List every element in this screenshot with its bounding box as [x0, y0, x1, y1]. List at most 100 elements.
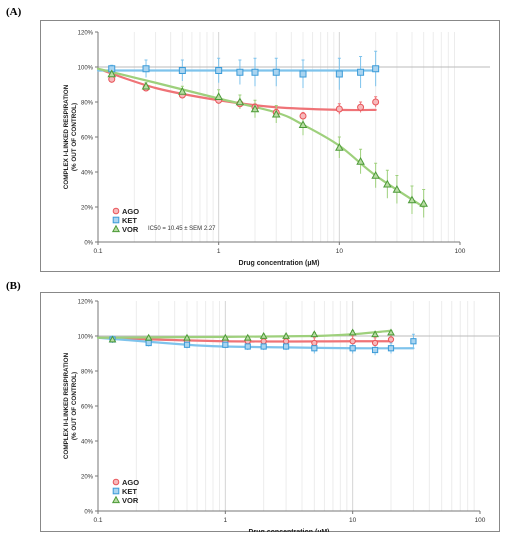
x-tick-label: 0.1: [93, 517, 102, 524]
chart-b: 0% 20% 40% 60% 80% 100% 120% 0.1 1 10 100 Drug conc…: [40, 292, 500, 532]
legend-label-vor: VOR: [122, 225, 139, 234]
point-ket: [260, 343, 267, 350]
legend-label-ago: AGO: [122, 478, 139, 487]
point-ago: [349, 338, 356, 345]
y-tick-label: 40%: [81, 440, 94, 446]
point-vor: [407, 195, 417, 204]
point-ket: [244, 343, 251, 350]
point-vor: [243, 333, 252, 341]
point-ago: [299, 112, 307, 120]
point-vor: [221, 333, 230, 341]
y-axis-label: COMPLEX I-LINKED RESPIRATION (% OUT OF CO…: [63, 84, 78, 189]
point-ago: [260, 338, 267, 345]
x-tick-label: 100: [475, 517, 486, 524]
y-tick-label: 80%: [81, 370, 94, 376]
point-vor: [348, 328, 357, 336]
point-ket: [410, 338, 417, 345]
point-ket: [272, 68, 280, 76]
point-vor: [310, 330, 319, 338]
chart-a: 0% 20% 40% 60% 80% 100% 120% 0.1 1 10 100 Drug conc…: [40, 20, 500, 272]
point-ago: [371, 339, 379, 347]
x-tick-label: 0.1: [93, 248, 102, 255]
point-ago: [372, 98, 380, 106]
point-ket: [387, 345, 395, 352]
y-tick-label: 100%: [78, 335, 94, 341]
point-vor: [282, 331, 290, 339]
point-ket: [335, 70, 343, 78]
y-axis-label-line: (% OUT OF CONTROL): [71, 372, 78, 440]
legend-marker-vor: [111, 224, 121, 233]
chart-frame: [40, 20, 500, 272]
point-vor: [392, 185, 402, 193]
point-vor: [387, 328, 395, 336]
point-vor: [335, 143, 344, 151]
y-tick-label: 60%: [81, 136, 94, 142]
point-vor: [144, 333, 153, 341]
legend-marker-ago: [112, 478, 120, 486]
y-axis-label: COMPLEX II-LINKED RESPIRATION (% OUT OF C…: [63, 352, 78, 459]
point-vor: [107, 69, 117, 78]
point-ket: [251, 68, 259, 76]
point-vor: [371, 330, 379, 338]
point-vor: [183, 333, 191, 341]
point-ket: [282, 343, 290, 350]
point-ket: [183, 341, 191, 348]
point-vor: [298, 120, 308, 129]
x-axis-label: Drug concentration (µM): [238, 260, 319, 267]
point-vor: [383, 179, 392, 188]
x-tick-label: 10: [336, 248, 344, 255]
point-ago: [311, 339, 318, 347]
chart-frame: [40, 292, 500, 532]
point-ago: [357, 103, 365, 111]
point-ket: [222, 341, 229, 348]
point-ket: [349, 345, 356, 352]
legend-marker-ago: [112, 207, 120, 215]
point-ket: [371, 346, 379, 354]
panel-label-b: (B): [6, 280, 21, 292]
point-ago: [335, 105, 343, 113]
point-ket: [357, 68, 365, 76]
y-axis-label-line: (% OUT OF CONTROL): [71, 103, 78, 171]
y-tick-label: 80%: [81, 101, 94, 107]
legend-marker-vor: [111, 495, 121, 504]
point-vor: [214, 92, 223, 101]
point-ket: [142, 65, 150, 73]
fit-line-vor: [96, 67, 425, 209]
point-vor: [250, 104, 260, 113]
point-vor: [108, 335, 117, 343]
x-tick-label: 100: [455, 248, 466, 255]
point-vor: [356, 157, 365, 165]
point-ket: [372, 65, 380, 73]
y-tick-label: 20%: [81, 475, 94, 481]
y-tick-label: 0%: [84, 241, 93, 247]
y-tick-label: 40%: [81, 171, 94, 177]
point-vor: [371, 171, 380, 179]
x-axis-label: Drug concentration (µM): [248, 529, 329, 532]
legend-label-ket: KET: [122, 216, 137, 225]
point-vor: [271, 109, 281, 118]
y-tick-label: 60%: [81, 405, 94, 411]
point-vor: [259, 331, 268, 339]
x-tick-label: 1: [224, 517, 228, 524]
point-ket: [178, 67, 186, 74]
legend-label-ket: KET: [122, 487, 137, 496]
y-axis-label-line: COMPLEX I-LINKED RESPIRATION: [63, 84, 70, 189]
x-tick-label: 10: [349, 517, 357, 524]
point-ket: [311, 345, 318, 352]
legend-label-ago: AGO: [122, 207, 139, 216]
point-ket: [215, 67, 223, 74]
y-tick-label: 120%: [78, 300, 94, 306]
point-ket: [299, 70, 307, 78]
ic50-annotation: IC50 = 10.45 ± SEM 2.27: [148, 226, 216, 232]
legend-marker-ket: [112, 487, 120, 495]
legend-label-vor: VOR: [122, 496, 139, 505]
y-tick-label: 20%: [81, 206, 94, 212]
grid-lines: [135, 301, 475, 511]
x-tick-label: 1: [217, 248, 221, 255]
y-tick-label: 120%: [78, 31, 94, 37]
fit-line-vor: [96, 329, 393, 339]
y-tick-label: 0%: [84, 510, 93, 516]
point-vor: [235, 97, 245, 106]
